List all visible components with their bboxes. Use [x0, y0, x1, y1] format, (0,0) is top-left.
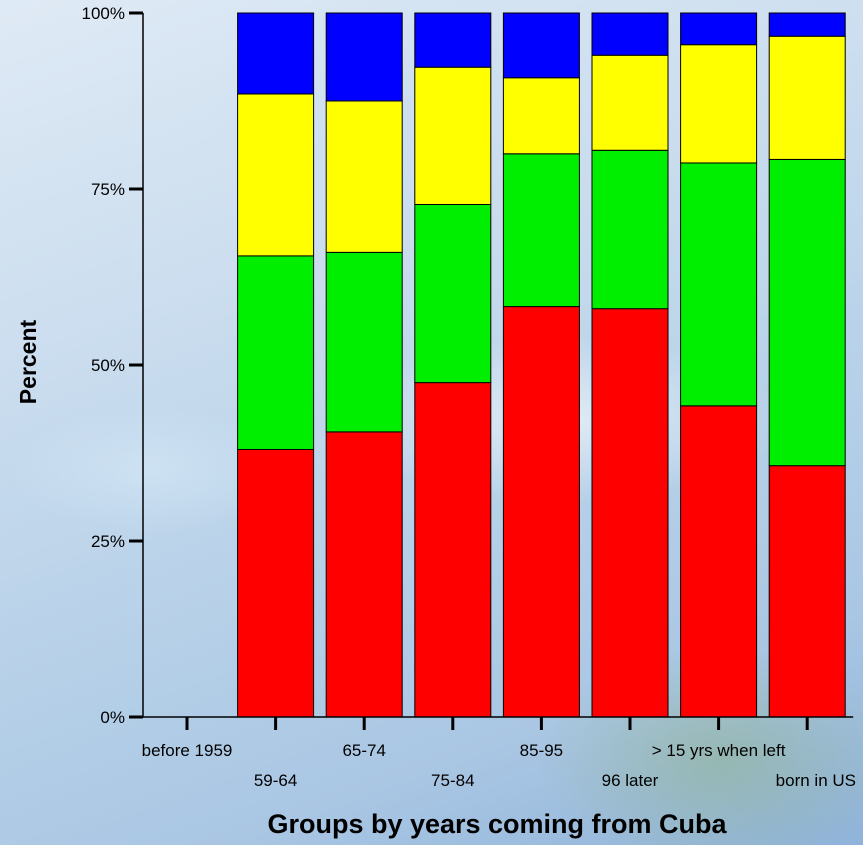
x-tick-label: before 1959 [142, 741, 233, 760]
bar-segment [680, 44, 758, 164]
x-tick-label: 65-74 [342, 741, 385, 760]
bar-segment [768, 158, 846, 467]
bar-segment [325, 100, 403, 253]
bar-segment [591, 308, 669, 718]
bar-segment [502, 12, 580, 79]
bar-segment [414, 12, 492, 68]
axes-layer [129, 11, 854, 730]
bar-segment [237, 12, 315, 95]
y-tick-label: 100% [82, 4, 125, 23]
bar-segment [680, 12, 758, 46]
bar-segment [237, 255, 315, 450]
bar-segment [768, 465, 846, 718]
bar-segment [680, 405, 758, 718]
bar-segment [591, 149, 669, 310]
bar-segment [502, 153, 580, 308]
x-tick-label: > 15 yrs when left [652, 741, 786, 760]
x-tick-label: born in US [776, 771, 856, 790]
bar-segment [502, 77, 580, 155]
x-tick-label: 85-95 [520, 741, 563, 760]
y-tick-label: 0% [100, 708, 125, 727]
bar-segment [325, 431, 403, 718]
bar-segment [768, 12, 846, 37]
bars-layer [237, 12, 846, 718]
y-axis-title: Percent [15, 319, 41, 404]
bar-segment [591, 12, 669, 56]
bar-segment [325, 251, 403, 433]
y-tick-label: 75% [91, 180, 125, 199]
bar-segment [237, 93, 315, 257]
bar-segment [414, 66, 492, 205]
bar-segment [591, 54, 669, 151]
bar-segment [502, 306, 580, 718]
y-tick-label: 25% [91, 532, 125, 551]
bar-segment [237, 448, 315, 718]
x-tick-label: 75-84 [431, 771, 474, 790]
bar-segment [325, 12, 403, 102]
x-tick-label: 59-64 [254, 771, 297, 790]
y-tick-label: 50% [91, 356, 125, 375]
labels-layer: 0% 25% 50% 75% 100% before 1959 59-64 65-74 75-8… [15, 4, 856, 839]
bar-segment [768, 35, 846, 160]
bar-segment [414, 203, 492, 384]
bar-segment [680, 162, 758, 407]
x-tick-label: 96 later [602, 771, 659, 790]
bar-segment [414, 382, 492, 718]
x-axis-title: Groups by years coming from Cuba [267, 809, 727, 839]
